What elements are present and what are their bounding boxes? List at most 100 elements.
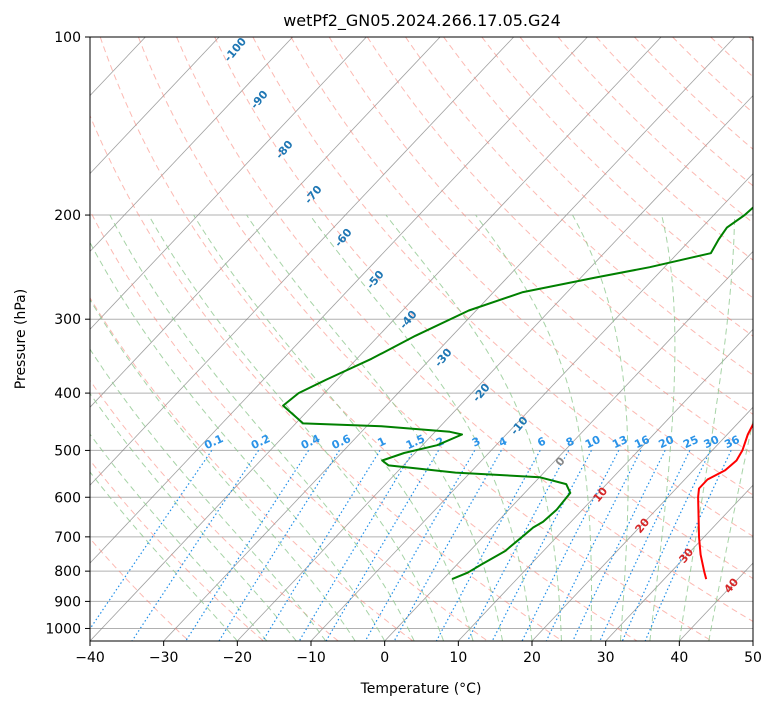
dry-adiabat-label: -60 — [332, 226, 355, 250]
isotherm-line — [752, 640, 753, 641]
x-tick-label: 0 — [380, 650, 389, 666]
y-tick-label: 700 — [54, 530, 81, 546]
moist-adiabat-line — [90, 241, 386, 641]
x-tick-label: −30 — [149, 650, 179, 666]
mixing-ratio-label: 16 — [632, 433, 652, 451]
mixing-ratio-label: 0.4 — [299, 432, 322, 452]
mixing-ratio-label: 30 — [702, 433, 722, 451]
dry-adiabat-label: -70 — [302, 183, 325, 207]
isotherm-line — [90, 37, 514, 486]
moist-adiabat-line — [475, 214, 592, 641]
mixing-ratio-line — [599, 450, 691, 641]
axes: −40 −30 −20 −10 0 10 20 30 40 5010020030040050060… — [45, 30, 762, 666]
x-tick-label: −10 — [296, 650, 326, 666]
isotherm-line — [605, 484, 753, 641]
isotherm-line — [90, 37, 662, 641]
y-tick-label: 1000 — [45, 621, 81, 637]
isotherm-line — [90, 37, 588, 564]
mixing-ratio-label: 13 — [610, 433, 629, 451]
dry-adiabat-line — [252, 37, 753, 537]
mixing-ratio-label: 3 — [470, 435, 482, 450]
y-tick-label: 200 — [54, 208, 81, 224]
y-tick-label: 900 — [54, 594, 81, 610]
dry-adiabat-label: -50 — [364, 268, 387, 292]
y-tick-label: 100 — [54, 30, 81, 46]
isotherm-line — [90, 37, 367, 330]
dry-adiabat-line — [90, 296, 414, 641]
dry-adiabat-label: -90 — [248, 88, 271, 112]
dry-adiabat-line — [137, 37, 712, 641]
mixing-ratio-line — [572, 450, 666, 641]
x-tick-label: 30 — [597, 650, 615, 666]
moist-adiabat-line — [309, 214, 533, 641]
isotherm-line — [90, 37, 441, 408]
moist-adiabat-line — [90, 392, 297, 641]
mixing-ratio-line — [466, 450, 570, 641]
mixing-ratio-label: 4 — [497, 434, 510, 449]
profile-lines — [282, 206, 753, 581]
dry-adiabat-label: 10 — [590, 484, 610, 504]
dry-adiabat-label: -100 — [221, 35, 249, 65]
dry-adiabat-line — [405, 37, 753, 376]
moist-adiabat-line — [193, 214, 474, 641]
moist-adiabat-line — [708, 418, 753, 641]
y-tick-label: 500 — [54, 443, 81, 459]
x-tick-label: 40 — [670, 650, 688, 666]
mixing-ratio-line — [262, 450, 381, 641]
y-tick-label: 600 — [54, 490, 81, 506]
mixing-ratio-line — [435, 450, 541, 641]
y-tick-label: 800 — [54, 564, 81, 580]
dry-adiabat-line — [519, 37, 753, 261]
mixing-ratio-label: 0.6 — [330, 432, 353, 452]
x-tick-label: −40 — [75, 650, 105, 666]
mixing-ratio-line — [185, 450, 310, 641]
moist-adiabat-line — [572, 214, 629, 641]
isotherm-line — [0, 37, 72, 641]
mixing-ratio-label: 0.1 — [202, 432, 225, 452]
dry-adiabat-line — [634, 37, 753, 150]
mixing-ratio-line — [131, 450, 260, 641]
x-tick-label: 10 — [449, 650, 467, 666]
dry-adiabat-line — [99, 37, 638, 641]
moist-adiabat-line — [90, 471, 238, 641]
mixing-ratio-line — [644, 450, 732, 641]
isotherm-line — [531, 406, 753, 641]
moist-adiabat-line — [148, 214, 445, 641]
moist-adiabat-line — [90, 348, 327, 641]
mixing-ratio-line — [364, 450, 476, 641]
dry-adiabat-line — [290, 37, 753, 496]
dry-adiabat-line — [214, 37, 753, 580]
dry-adiabat-label: -30 — [432, 346, 455, 370]
dry-adiabat-label: -20 — [470, 381, 493, 405]
mixing-ratio-line — [521, 450, 620, 641]
moist-adiabat-line — [649, 214, 676, 641]
dry-adiabat-line — [176, 37, 753, 623]
dry-adiabat-line — [90, 209, 488, 641]
dry-adiabat-line — [90, 379, 339, 641]
x-tick-label: 50 — [744, 650, 762, 666]
moist-adiabat-line — [246, 214, 503, 641]
mixing-ratio-line — [621, 450, 711, 641]
isotherm-line — [90, 37, 293, 252]
dry-adiabat-label: 20 — [632, 515, 652, 535]
dry-adiabat-label: -40 — [397, 308, 420, 332]
mixing-ratio-label: 10 — [583, 433, 603, 451]
dry-adiabat-line — [90, 459, 264, 641]
mixing-ratio-line — [218, 450, 340, 641]
mixing-ratio-label: 20 — [657, 433, 677, 451]
moist-adiabat-line — [90, 433, 268, 641]
y-tick-label: 300 — [54, 312, 81, 328]
x-axis-label: Temperature (°C) — [360, 681, 482, 697]
dry-adiabat-line — [481, 37, 753, 299]
mixing-ratio-label: 8 — [564, 435, 576, 450]
x-tick-label: −20 — [223, 650, 253, 666]
dewpoint-profile-line — [282, 206, 753, 581]
temperature-profile-line — [697, 422, 753, 580]
dry-adiabat-line — [90, 114, 563, 641]
dry-adiabat-line — [443, 37, 753, 337]
moist-adiabat-line — [385, 214, 562, 641]
background-lines — [0, 37, 753, 641]
isotherm-line — [384, 250, 753, 641]
dry-adiabat-label: 0 — [553, 454, 568, 468]
